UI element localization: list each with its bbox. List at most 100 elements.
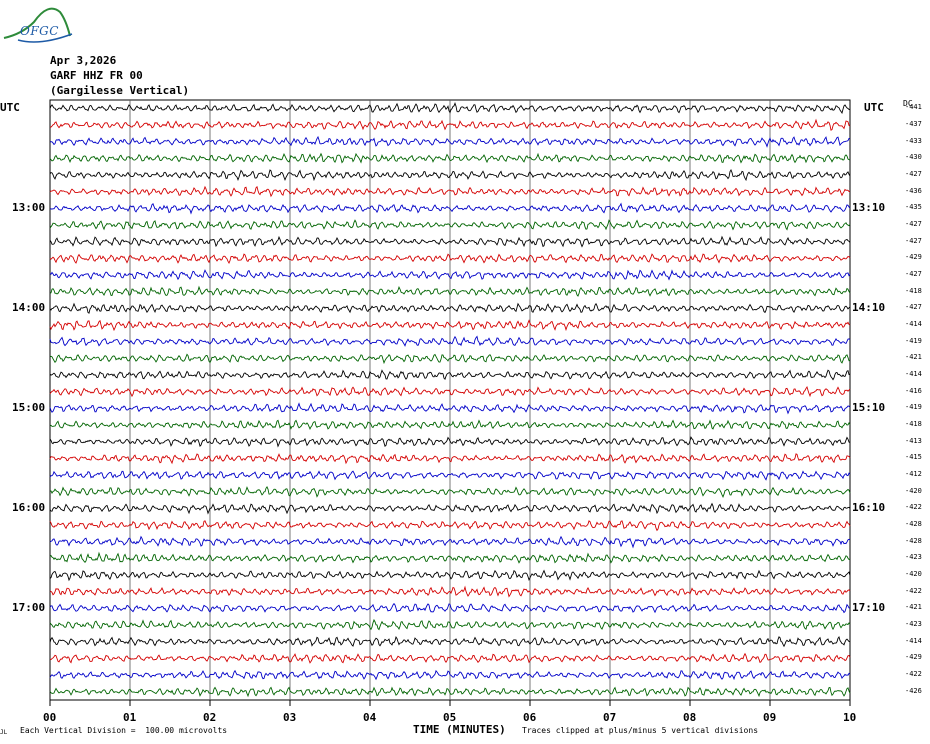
trace-group	[49, 102, 851, 698]
trace-line	[49, 585, 851, 598]
dc-offset-value: -414	[905, 320, 922, 328]
left-time-label: 16:00	[12, 501, 46, 515]
dc-offset-value: -437	[905, 120, 922, 128]
plot-grid	[49, 99, 851, 706]
x-tick-label: 04	[363, 711, 377, 724]
trace-line	[49, 302, 851, 314]
right-time-label: 16:10	[852, 501, 886, 515]
trace-line	[49, 369, 851, 381]
trace-line	[49, 285, 851, 297]
trace-line	[49, 168, 851, 182]
trace-line	[49, 419, 851, 431]
dc-offset-value: -429	[905, 653, 922, 662]
dc-offset-value: -419	[905, 403, 922, 412]
x-tick-label: 09	[763, 711, 777, 724]
dc-offset-value: -414	[905, 370, 922, 378]
dc-offset-value: -436	[905, 186, 922, 195]
trace-line	[49, 253, 851, 264]
dc-offset-value: -422	[905, 670, 922, 678]
dc-offset-value: -418	[905, 420, 922, 428]
dc-offset-value: -423	[905, 553, 922, 562]
dc-offset-value: -416	[905, 386, 922, 395]
trace-line	[49, 652, 851, 664]
x-tick-label: 06	[523, 711, 537, 724]
x-tick-label: 07	[603, 711, 617, 724]
footer-scale-note: Each Vertical Division = 100.00 microvol…	[20, 726, 228, 735]
dc-offset-value: -420	[905, 570, 922, 578]
trace-line	[49, 502, 851, 515]
dc-offset-value: -427	[905, 170, 922, 178]
trace-line	[49, 135, 851, 148]
dc-offset-value: -418	[905, 286, 922, 295]
header-station: GARF HHZ FR 00	[50, 69, 143, 82]
x-tick-label: 08	[683, 711, 697, 724]
right-time-label: 13:10	[852, 201, 886, 215]
x-tick-label: 02	[203, 711, 217, 724]
utc-left-label: UTC	[0, 101, 20, 114]
trace-line	[49, 118, 851, 131]
trace-line	[49, 185, 851, 198]
trace-line	[49, 535, 851, 549]
dc-offset-value: -422	[905, 586, 922, 595]
dc-offset-value: -441	[905, 103, 922, 112]
trace-line	[49, 235, 851, 248]
right-time-label: 15:10	[852, 401, 886, 415]
trace-line	[49, 618, 851, 631]
trace-line	[49, 669, 851, 681]
header-date: Apr 3,2026	[50, 54, 117, 67]
logo-text: OFGC	[20, 24, 59, 38]
ofgc-logo	[3, 7, 73, 43]
left-time-label: 14:00	[12, 301, 46, 315]
dc-offset-value: -427	[905, 303, 922, 312]
left-time-label: 15:00	[12, 401, 46, 415]
x-tick-label: 01	[123, 711, 137, 724]
trace-line	[49, 402, 851, 415]
dc-offset-value: -433	[905, 136, 922, 145]
trace-line	[49, 686, 851, 698]
x-tick-label: 03	[283, 711, 297, 724]
dc-offset-value: -427	[905, 236, 922, 245]
dc-offset-value: -415	[905, 453, 922, 462]
left-time-label: 17:00	[12, 601, 46, 615]
x-axis-title: TIME (MINUTES)	[413, 723, 506, 736]
x-tick-label: 05	[443, 711, 457, 724]
trace-line	[49, 385, 851, 398]
utc-right-label: UTC	[864, 101, 884, 114]
dc-offset-value: -427	[905, 270, 922, 278]
dc-offset-value: -421	[905, 603, 922, 612]
trace-line	[49, 353, 851, 365]
dc-offset-value: -419	[905, 336, 922, 345]
footer-clip-note: Traces clipped at plus/minus 5 vertical …	[522, 726, 759, 735]
dc-offset-value: -429	[905, 253, 922, 262]
trace-line	[49, 520, 851, 532]
trace-line	[49, 453, 851, 465]
dc-offset-value: -413	[905, 436, 922, 445]
trace-line	[49, 486, 851, 499]
logo-swoosh-icon	[17, 33, 73, 43]
logo-mountain-icon	[3, 7, 71, 39]
trace-line	[49, 551, 851, 564]
trace-line	[49, 102, 851, 114]
right-time-label: 17:10	[852, 601, 886, 615]
trace-line	[49, 635, 851, 648]
dc-label: DC	[903, 99, 913, 108]
dc-offset-value: -435	[905, 203, 922, 212]
dc-offset-value: -428	[905, 520, 922, 528]
trace-line	[49, 152, 851, 164]
trace-line	[49, 335, 851, 347]
trace-line	[49, 202, 851, 215]
trace-line	[49, 319, 851, 332]
dc-offset-value: -414	[905, 636, 922, 645]
dc-offset-value: -428	[905, 536, 922, 545]
dc-offset-value: -430	[905, 153, 922, 162]
footer-mark: JL	[0, 729, 8, 736]
dc-offset-value: -423	[905, 620, 922, 628]
trace-line	[49, 470, 851, 481]
dc-offset-value: -412	[905, 470, 922, 478]
x-tick-label: 00	[43, 711, 57, 724]
right-time-label: 14:10	[852, 301, 886, 315]
dc-offset-value: -421	[905, 353, 922, 362]
trace-line	[49, 219, 851, 231]
trace-line	[49, 602, 851, 614]
